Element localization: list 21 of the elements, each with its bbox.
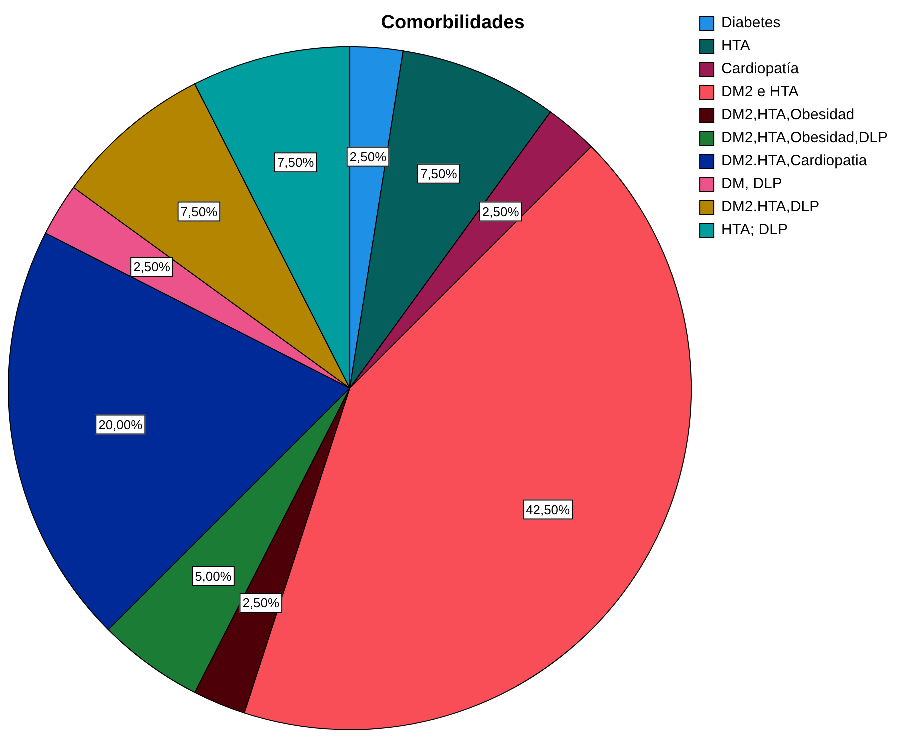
- data-label: 2,50%: [134, 260, 171, 275]
- legend-label: Cardiopatía: [722, 60, 800, 78]
- chart-title: Comorbilidades: [381, 12, 525, 34]
- data-label: 7,50%: [420, 166, 458, 182]
- data-label: 7,50%: [180, 204, 218, 220]
- data-label: 7,50%: [277, 155, 315, 170]
- data-label: 5,00%: [195, 568, 232, 584]
- legend-label: HTA: [722, 38, 750, 55]
- legend-label: DM2 e HTA: [722, 84, 799, 101]
- data-label: 20,00%: [98, 417, 144, 432]
- data-label: 2,50%: [242, 596, 280, 611]
- data-label: 42,50%: [526, 502, 571, 518]
- legend-label: HTA; DLP: [722, 222, 788, 239]
- data-label: 2,50%: [482, 204, 520, 220]
- legend-label: DM2.HTA,Cardiopatia: [722, 152, 868, 170]
- legend-label: DM2,HTA,Obesidad,DLP: [722, 130, 888, 147]
- data-label: 2,50%: [350, 149, 388, 164]
- legend-label: Diabetes: [722, 14, 781, 32]
- legend-label: DM2.HTA,DLP: [722, 198, 820, 216]
- legend-label: DM2,HTA,Obesidad: [722, 106, 855, 124]
- legend-label: DM, DLP: [722, 176, 782, 193]
